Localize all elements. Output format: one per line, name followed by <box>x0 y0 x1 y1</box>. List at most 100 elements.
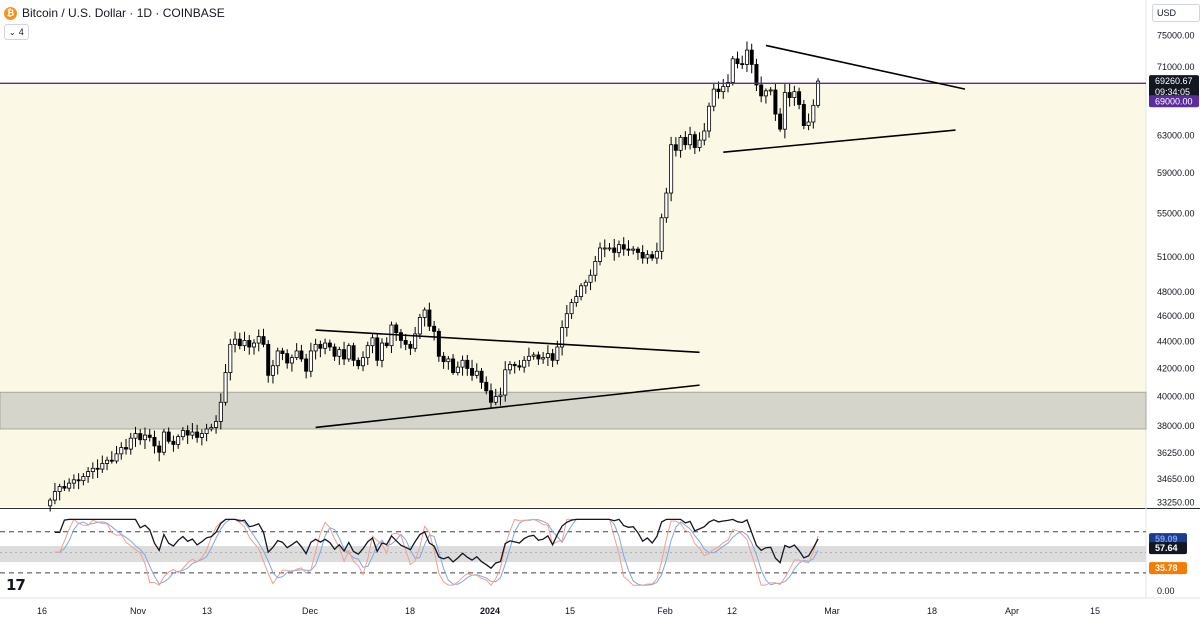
candle-body <box>759 84 764 97</box>
candle-body <box>413 333 418 349</box>
candle-body <box>370 337 375 347</box>
time-tick-label: 18 <box>927 606 937 616</box>
candle-body <box>185 430 190 436</box>
candle-body <box>545 353 550 359</box>
candle-body <box>669 144 674 194</box>
candle-body <box>711 88 716 107</box>
candle-body <box>749 49 754 65</box>
candle-body <box>697 139 702 148</box>
candle-body <box>398 332 403 341</box>
candle-body <box>768 89 773 92</box>
chevron-down-icon: ⌄ <box>9 27 16 37</box>
tradingview-logo-icon[interactable]: 17 <box>6 576 26 594</box>
candle-body <box>579 285 584 297</box>
time-tick-label: 13 <box>202 606 212 616</box>
candle-body <box>588 274 593 283</box>
candle-body <box>683 136 688 146</box>
level-price-tag <box>1149 95 1199 108</box>
candle-body <box>256 336 261 344</box>
candle-body <box>379 342 384 361</box>
candle-body <box>806 121 811 126</box>
indicator-count: 4 <box>18 27 24 37</box>
candle-body <box>436 330 441 357</box>
price-tick-label: 42000.00 <box>1157 363 1195 373</box>
candle-body <box>465 359 470 369</box>
candle-body <box>214 421 219 428</box>
candle-body <box>71 479 76 484</box>
candle-body <box>375 337 380 361</box>
candle-body <box>707 105 712 132</box>
candle-body <box>318 343 323 349</box>
candle-body <box>645 254 650 259</box>
candle-body <box>531 354 536 357</box>
candle-body <box>692 134 697 148</box>
candle-body <box>223 372 228 403</box>
candle-body <box>797 91 802 105</box>
candle-body <box>730 58 735 83</box>
candle-body <box>138 433 143 441</box>
candle-body <box>100 463 105 470</box>
candle-body <box>441 355 446 363</box>
candle-body <box>626 248 631 251</box>
candle-body <box>550 353 555 361</box>
candle-body <box>740 63 745 66</box>
time-tick-label: 18 <box>405 606 415 616</box>
candle-body <box>128 437 133 450</box>
candle-body <box>147 434 152 438</box>
time-tick-label: 2024 <box>480 606 500 616</box>
candle-body <box>242 340 247 347</box>
candle-body <box>81 476 86 482</box>
candle-body <box>446 358 451 363</box>
price-tick-label: 38000.00 <box>1157 421 1195 431</box>
candle-body <box>474 370 479 376</box>
candle-body <box>285 353 290 364</box>
last-price-tag <box>1149 75 1199 100</box>
price-tick-label: 55000.00 <box>1157 209 1195 219</box>
candle-body <box>233 338 238 345</box>
candle-body <box>114 453 119 462</box>
candle-body <box>470 368 475 376</box>
osc-lower-label: 35.78 <box>1155 563 1178 573</box>
candle-body <box>237 338 242 347</box>
symbol-header[interactable]: ₿ Bitcoin / U.S. Dollar · 1D · COINBASE <box>4 4 225 22</box>
price-tick-label: 71000.00 <box>1157 62 1195 72</box>
candle-body <box>488 390 493 403</box>
candle-body <box>541 357 546 360</box>
candle-body <box>564 313 569 328</box>
candle-body <box>526 355 531 361</box>
candle-body <box>270 365 275 376</box>
indicator-toggle-button[interactable]: ⌄ 4 <box>4 24 29 40</box>
price-tick-label: 40000.00 <box>1157 391 1195 401</box>
price-tick-label: 63000.00 <box>1157 131 1195 141</box>
candle-body <box>105 459 110 464</box>
candle-body <box>251 342 256 348</box>
candle-body <box>57 486 62 492</box>
symbol-title: Bitcoin / U.S. Dollar · 1D · COINBASE <box>22 6 225 20</box>
trendline-3 <box>723 129 956 153</box>
candle-body <box>787 92 792 99</box>
osc-upper-label: 59.09 <box>1155 534 1178 544</box>
candle-body <box>365 345 370 359</box>
candle-body <box>417 317 422 335</box>
currency-selector[interactable]: USD <box>1152 4 1200 22</box>
time-tick-label: Nov <box>130 606 147 616</box>
stoch-d-line <box>54 518 819 586</box>
osc-current-tag <box>1149 542 1187 555</box>
time-tick-label: Dec <box>302 606 319 616</box>
candle-body <box>161 431 166 453</box>
trendline-4 <box>765 44 966 90</box>
bitcoin-icon: ₿ <box>4 6 17 20</box>
osc-lower-tag <box>1149 562 1187 575</box>
candle-body <box>52 491 57 501</box>
candle-body <box>228 343 233 373</box>
stoch-k-line <box>54 518 819 587</box>
candle-body <box>612 247 617 253</box>
candle-body <box>199 433 204 438</box>
trendline-2 <box>315 384 700 429</box>
candle-body <box>479 370 484 383</box>
candle-body <box>62 486 67 489</box>
candle-body <box>166 431 171 442</box>
candle-body <box>157 445 162 453</box>
